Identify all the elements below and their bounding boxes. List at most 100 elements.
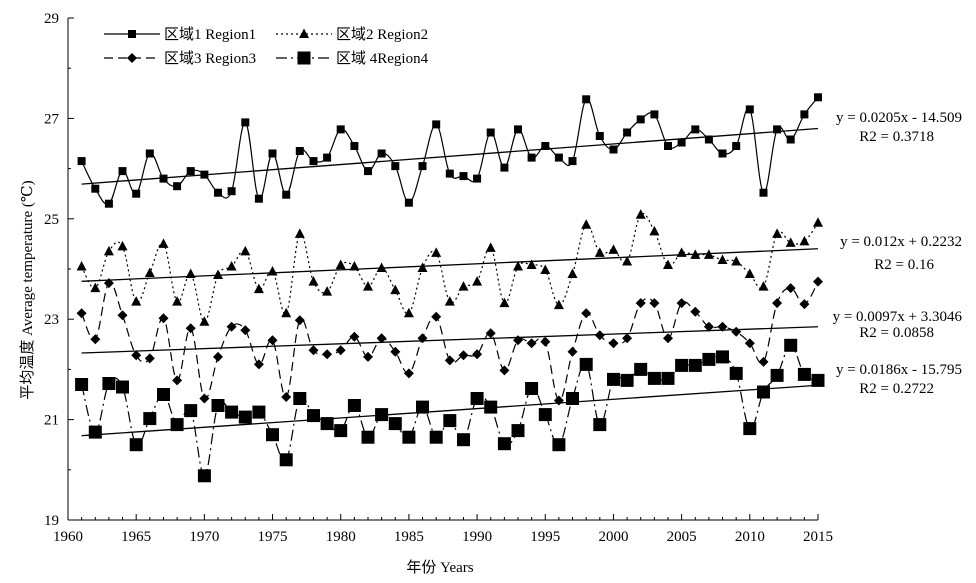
marker-region2 (267, 266, 278, 276)
y-tick-label: 23 (44, 312, 59, 328)
marker-region2 (103, 245, 114, 256)
marker-region2 (444, 296, 455, 306)
marker-region2 (622, 256, 633, 266)
marker-region4 (279, 453, 293, 467)
y-tick-label: 27 (44, 111, 60, 127)
marker-region2 (294, 228, 305, 238)
axes: 1960 1965 1970 1975 1980 1985 1990 1995 2000 2005… (44, 11, 833, 545)
marker-region2 (785, 237, 796, 247)
marker-region4 (143, 412, 157, 426)
marker-region2 (213, 269, 223, 279)
x-tick-label: 1965 (121, 529, 151, 545)
marker-region3 (772, 298, 783, 309)
marker-region1 (186, 167, 195, 176)
marker-region2 (663, 259, 673, 269)
marker-region2 (240, 245, 251, 256)
marker-region1 (636, 115, 645, 124)
x-tick-label: 2000 (598, 529, 628, 545)
marker-region3 (226, 321, 237, 332)
marker-region1 (582, 95, 591, 104)
marker-region3 (131, 350, 142, 361)
x-tick-label: 2015 (803, 529, 833, 545)
equation-region2: y = 0.012x + 0.2232 (840, 234, 962, 250)
marker-region3 (553, 395, 564, 406)
y-tick-label: 25 (44, 212, 59, 228)
marker-region3 (281, 392, 292, 402)
marker-region3 (294, 315, 305, 326)
marker-region3 (158, 313, 169, 324)
marker-region4 (811, 373, 825, 387)
marker-region2 (499, 297, 510, 308)
marker-region3 (240, 325, 251, 336)
marker-region3 (703, 321, 714, 332)
marker-region4 (770, 368, 784, 382)
marker-region3 (717, 321, 728, 332)
marker-region4 (566, 392, 579, 405)
marker-region4 (743, 422, 757, 436)
trendline-region4 (81, 384, 819, 437)
marker-region4 (470, 392, 484, 405)
marker-region1 (364, 167, 372, 176)
marker-region2 (717, 254, 728, 264)
marker-region1 (718, 149, 727, 158)
marker-region2 (608, 244, 619, 254)
marker-region1 (541, 142, 550, 150)
marker-region3 (731, 326, 742, 337)
marker-region1 (159, 174, 168, 183)
marker-region4 (593, 418, 607, 432)
marker-region1 (227, 187, 236, 196)
x-tick-label: 1995 (530, 529, 560, 545)
marker-region1 (704, 135, 713, 144)
marker-region4 (116, 380, 129, 394)
marker-region2 (90, 282, 101, 293)
marker-region3 (499, 365, 510, 376)
marker-region3 (676, 298, 687, 309)
marker-region2 (403, 307, 414, 318)
marker-region2 (676, 247, 687, 257)
marker-region3 (376, 333, 387, 344)
regression-equations: y = 0.0205x - 14.509 R2 = 0.3718 y = 0.012… (833, 110, 963, 397)
marker-region3 (267, 335, 278, 346)
marker-region1 (336, 125, 345, 134)
marker-region2 (553, 299, 564, 310)
marker-region3 (76, 308, 87, 319)
marker-region4 (334, 424, 348, 438)
marker-region4 (497, 437, 511, 451)
marker-region2 (744, 268, 755, 278)
marker-region2 (253, 283, 264, 294)
marker-region2 (690, 249, 701, 259)
marker-region2 (172, 296, 183, 306)
marker-region4 (75, 378, 89, 391)
marker-region3 (213, 351, 223, 362)
marker-region1 (268, 149, 277, 158)
marker-region2 (417, 262, 428, 272)
marker-region1 (104, 199, 113, 208)
marker-region3 (363, 351, 373, 362)
marker-region3 (335, 345, 346, 356)
marker-region3 (444, 355, 455, 366)
marker-region4 (416, 400, 429, 414)
marker-region2 (813, 217, 823, 227)
marker-region2 (526, 259, 537, 269)
marker-region1 (391, 162, 400, 171)
marker-region2 (485, 242, 496, 252)
legend-marker-region2 (299, 28, 309, 38)
marker-region1 (595, 132, 604, 140)
marker-region2 (635, 209, 646, 219)
r2-region3: R2 = 0.0858 (859, 325, 934, 341)
x-tick-label: 2005 (667, 529, 697, 545)
marker-region4 (784, 338, 798, 352)
marker-region2 (185, 268, 196, 278)
marker-region4 (797, 367, 811, 381)
marker-region3 (813, 276, 823, 287)
marker-region1 (623, 128, 632, 137)
marker-region1 (773, 125, 782, 134)
marker-region2 (76, 261, 87, 271)
marker-region2 (703, 249, 714, 259)
x-axis-title: 年份 Years (406, 559, 473, 576)
marker-region4 (238, 410, 252, 424)
marker-region3 (472, 349, 483, 360)
marker-region3 (417, 333, 428, 344)
marker-region2 (431, 247, 442, 257)
x-tick-label: 1980 (326, 529, 356, 545)
